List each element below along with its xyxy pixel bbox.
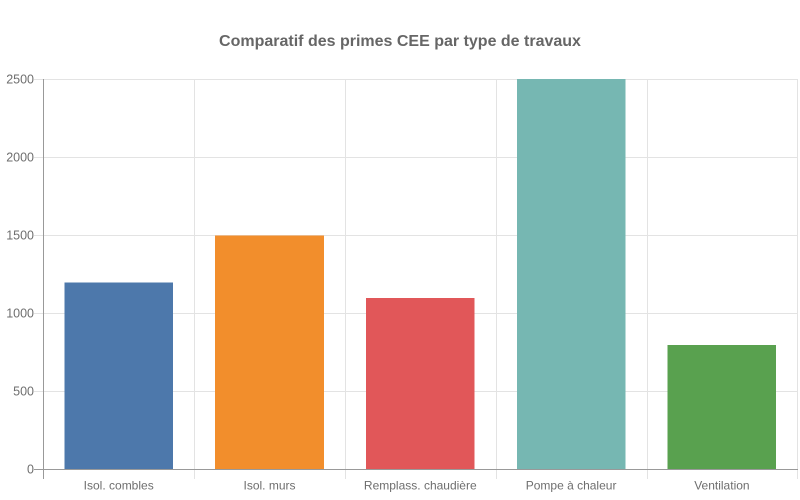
svg-text:2500: 2500 xyxy=(6,73,34,87)
svg-text:Remplass. chaudière: Remplass. chaudière xyxy=(364,479,477,493)
svg-text:1000: 1000 xyxy=(6,307,34,321)
svg-text:Pompe à chaleur: Pompe à chaleur xyxy=(526,479,617,493)
svg-text:0: 0 xyxy=(27,463,34,477)
svg-text:2000: 2000 xyxy=(6,151,34,165)
svg-text:Isol. murs: Isol. murs xyxy=(243,479,295,493)
svg-text:Isol. combles: Isol. combles xyxy=(84,479,154,493)
svg-text:Ventilation: Ventilation xyxy=(694,479,749,493)
svg-text:1500: 1500 xyxy=(6,229,34,243)
svg-text:Comparatif des primes CEE par: Comparatif des primes CEE par type de tr… xyxy=(219,33,581,50)
svg-text:500: 500 xyxy=(13,385,34,399)
